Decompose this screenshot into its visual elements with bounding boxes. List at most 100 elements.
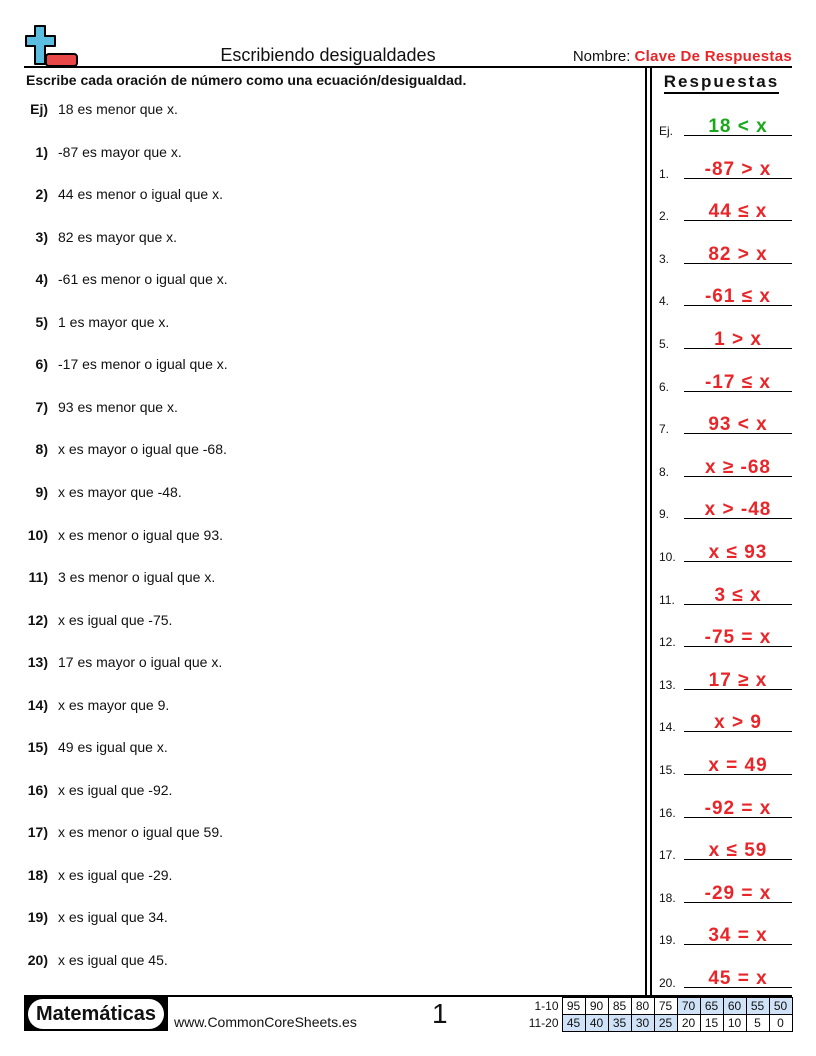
score-row: 11-20 45 40 35 30 25 20 15 10 5 0 [520, 1014, 793, 1032]
question-text: 17 es mayor o igual que x. [58, 654, 223, 671]
question-item: 12) x es igual que -75. [0, 612, 640, 632]
question-number: 5) [35, 313, 48, 330]
question-number: 10) [27, 526, 48, 543]
score-cell: 85 [607, 997, 632, 1015]
question-item: 7) 93 es menor que x. [0, 399, 640, 419]
question-text: x es igual que 34. [58, 909, 168, 926]
answer-label: 15. [659, 763, 676, 777]
score-cell: 95 [561, 997, 586, 1015]
question-number: 7) [35, 398, 48, 415]
question-text: x es igual que -29. [58, 866, 173, 883]
answer-item: 18. -29 = x [659, 879, 792, 905]
column-divider [645, 67, 647, 996]
question-number: 1) [35, 143, 48, 160]
question-item: 10) x es menor o igual que 93. [0, 527, 640, 547]
question-text: 93 es menor que x. [58, 398, 178, 415]
answer-item: 6. -17 ≤ x [659, 368, 792, 394]
question-item: 2) 44 es menor o igual que x. [0, 186, 640, 206]
score-cell: 45 [561, 1014, 586, 1032]
score-cell: 75 [653, 997, 678, 1015]
answer-item: 7. 93 < x [659, 410, 792, 437]
answer-label: 2. [659, 209, 670, 224]
answer-item: 8. x ≥ -68 [659, 453, 792, 479]
name-label: Nombre: [572, 48, 631, 65]
question-number: 3) [35, 228, 48, 245]
answer-label: 4. [659, 294, 670, 309]
answer-item: 17. x ≤ 59 [659, 836, 792, 863]
answer-value: x = 49 [684, 756, 792, 775]
score-cell: 50 [768, 997, 793, 1015]
score-cell: 5 [745, 1014, 770, 1032]
score-cell: 60 [722, 997, 747, 1015]
question-text: -61 es menor o igual que x. [58, 271, 228, 288]
answer-value: 18 < x [684, 117, 792, 136]
question-item: 16) x es igual que -92. [0, 782, 640, 802]
site-link[interactable]: www.CommonCoreSheets.es [174, 1014, 357, 1030]
question-number: 2) [35, 186, 48, 203]
answer-item: 3. 82 > x [659, 240, 792, 266]
question-text: -87 es mayor que x. [58, 143, 182, 160]
score-cell: 80 [630, 997, 655, 1015]
question-text: 3 es menor o igual que x. [58, 569, 216, 586]
question-item: Ej) 18 es menor que x. [0, 101, 640, 121]
question-item: 11) 3 es menor o igual que x. [0, 569, 640, 589]
score-cell: 70 [676, 997, 701, 1015]
score-cell: 25 [653, 1014, 678, 1032]
answers-title-text: Respuestas [663, 72, 780, 94]
question-number: Ej) [30, 101, 48, 117]
score-table: 1-10 95 90 85 80 75 70 65 60 55 50 11-20 45 40 35 30 25 2… [520, 997, 793, 1032]
answer-label: 7. [659, 422, 670, 437]
footer-divider [24, 995, 792, 997]
answer-label: 19. [659, 933, 676, 948]
answer-label: 17. [659, 848, 676, 863]
answer-value: -17 ≤ x [684, 373, 792, 392]
answers-title: Respuestas [651, 72, 792, 94]
question-text: 49 es igual que x. [58, 739, 168, 756]
answer-item: Ej. 18 < x [659, 112, 792, 138]
answer-value: -75 = x [684, 628, 792, 648]
name-value: Clave De Respuestas [634, 48, 792, 65]
question-text: 1 es mayor que x. [58, 313, 170, 330]
score-cell: 10 [722, 1014, 747, 1032]
question-number: 12) [27, 611, 48, 628]
page-number: 1 [432, 998, 448, 1029]
answer-value: 82 > x [684, 245, 792, 264]
answer-label: 3. [659, 251, 670, 266]
answer-label: 16. [659, 805, 676, 820]
answer-value: 44 ≤ x [684, 202, 792, 222]
question-text: 18 es menor que x. [58, 101, 178, 117]
answer-item: 12. -75 = x [659, 623, 792, 649]
score-cell: 20 [676, 1014, 701, 1032]
question-number: 18) [27, 866, 48, 883]
answer-value: -92 = x [684, 799, 792, 818]
subject-label: Matemáticas [28, 999, 164, 1029]
question-text: x es menor o igual que 93. [58, 526, 223, 543]
question-number: 15) [27, 739, 48, 756]
question-number: 14) [27, 696, 48, 713]
score-cell: 30 [630, 1014, 655, 1032]
answer-label: 11. [659, 592, 675, 607]
answer-label: 1. [659, 166, 670, 181]
answer-item: 15. x = 49 [659, 751, 792, 777]
question-item: 6) -17 es menor o igual que x. [0, 356, 640, 376]
answer-label: 18. [659, 890, 676, 905]
question-item: 20) x es igual que 45. [0, 952, 640, 972]
answer-item: 5. 1 > x [659, 325, 792, 351]
answer-label: 14. [659, 720, 676, 735]
score-cell: 55 [745, 997, 770, 1015]
question-number: 17) [27, 824, 48, 841]
answer-value: 34 = x [684, 926, 792, 946]
score-cell: 65 [699, 997, 724, 1015]
question-item: 15) 49 es igual que x. [0, 739, 640, 759]
answer-item: 13. 17 ≥ x [659, 666, 792, 692]
answer-value: 17 ≥ x [684, 671, 792, 690]
score-cell: 15 [699, 1014, 724, 1032]
answer-value: x ≤ 59 [684, 841, 792, 861]
page-title: Escribiendo desigualdades [220, 45, 436, 65]
answer-value: 1 > x [684, 330, 792, 349]
question-text: x es igual que -75. [58, 611, 173, 628]
answer-item: 10. x ≤ 93 [659, 538, 792, 564]
score-cell: 40 [584, 1014, 609, 1032]
answer-value: x > 9 [684, 713, 792, 733]
question-number: 4) [35, 271, 48, 288]
